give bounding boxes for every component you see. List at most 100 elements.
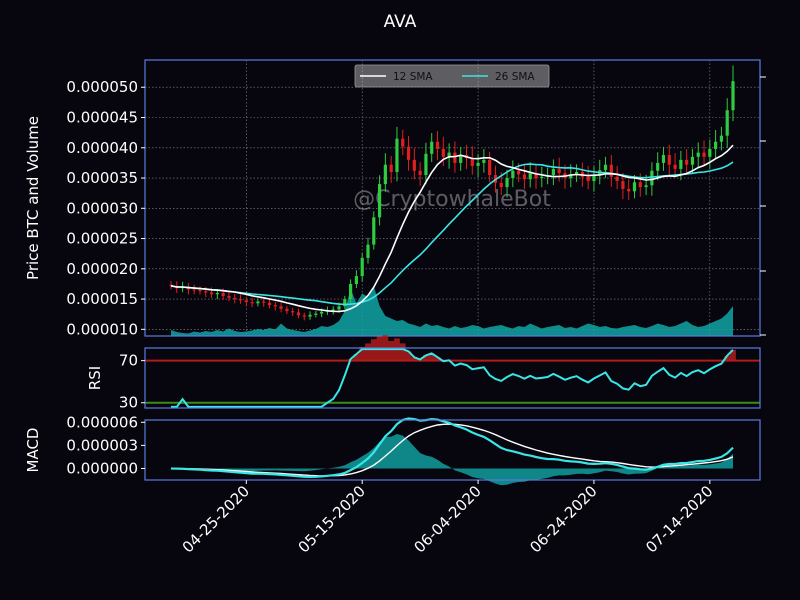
candle-body: [696, 152, 700, 157]
candle-body: [354, 276, 359, 284]
x-tick-label: 04-25-2020: [179, 482, 253, 556]
candle-body: [470, 158, 474, 166]
candle-body: [679, 159, 683, 169]
candle-body: [621, 181, 625, 189]
candle-body: [447, 152, 451, 157]
candle-body: [383, 164, 387, 185]
price-axis-label: Price BTC and Volume: [24, 116, 42, 280]
candle-body: [482, 159, 486, 163]
candle-body: [435, 141, 440, 149]
candle-body: [256, 301, 260, 304]
candle-body: [528, 173, 532, 180]
candle-body: [343, 299, 347, 307]
macd-line: [170, 417, 734, 479]
rsi-overbought-fill: [347, 335, 736, 361]
candle-body: [401, 138, 405, 147]
y-tick-label: 0.000015: [66, 290, 138, 308]
y-tick-label: 0.000040: [66, 139, 138, 157]
candle-body: [406, 146, 411, 160]
candle-body: [418, 170, 422, 175]
candle-body: [227, 296, 231, 298]
macd-panel-frame: [144, 419, 761, 481]
candle-body: [569, 174, 573, 179]
candle-body: [586, 176, 590, 182]
x-tick-label: 07-14-2020: [642, 482, 716, 556]
candle-body: [412, 159, 416, 171]
rsi-line: [171, 348, 734, 408]
candle-body: [731, 81, 735, 111]
y-tick-label: 0.000025: [66, 230, 138, 248]
candle-body: [632, 182, 637, 192]
candle-body: [690, 156, 695, 165]
candle-body: [534, 173, 538, 179]
candle-body: [424, 153, 428, 175]
candle-body: [430, 141, 434, 154]
candle-body: [488, 159, 492, 175]
candle-body: [366, 244, 370, 258]
macd-tick-label: 0.000006: [66, 413, 138, 431]
candle-body: [389, 164, 393, 172]
candle-body: [499, 182, 503, 188]
candle-body: [296, 312, 301, 316]
candle-body: [667, 155, 671, 165]
candle-body: [291, 311, 295, 313]
candle-body: [725, 110, 729, 136]
candle-body: [615, 176, 619, 182]
candle-body: [557, 168, 561, 174]
sma-26-line: [170, 161, 734, 306]
macd-histogram: [171, 434, 733, 486]
legend-label-sma26: 26 SMA: [495, 71, 535, 83]
candle-body: [262, 301, 266, 303]
candle-body: [233, 297, 237, 300]
candle-body: [685, 159, 689, 165]
candle-body: [459, 155, 463, 163]
candle-body: [714, 141, 718, 149]
macd-axis-label: MACD: [24, 428, 42, 473]
candle-body: [279, 306, 283, 309]
candle-body: [656, 162, 660, 171]
y-tick-label: 0.000050: [66, 78, 138, 96]
candle-body: [592, 175, 596, 182]
candle-body: [204, 291, 208, 293]
candle-body: [273, 305, 277, 307]
price-panel-frame: [144, 59, 761, 337]
candle-body: [551, 168, 555, 175]
candle-body: [476, 162, 480, 166]
y-tick-label: 0.000020: [66, 260, 138, 278]
candle-body: [522, 174, 527, 180]
rsi-panel-frame: [144, 347, 761, 409]
candle-body: [517, 170, 521, 175]
candle-body: [540, 176, 544, 179]
candle-body: [673, 164, 677, 169]
volume-area: [171, 286, 733, 336]
candle-body: [719, 135, 724, 142]
candle-body: [169, 284, 173, 286]
candle-body: [574, 171, 579, 175]
x-tick-label: 06-04-2020: [411, 482, 485, 556]
chart-title: AVA: [384, 12, 417, 32]
candle-body: [453, 152, 457, 163]
candle-body: [198, 290, 202, 292]
rsi-axis-label: RSI: [86, 366, 104, 390]
candle-body: [395, 138, 399, 172]
candle-body: [337, 306, 341, 310]
watermark: @CryptowhaleBot: [353, 187, 551, 212]
y-tick-label: 0.000035: [66, 169, 138, 187]
candle-body: [244, 300, 248, 303]
macd-tick-label: 0.000003: [66, 436, 138, 454]
candle-body: [377, 184, 382, 218]
candle-body: [314, 313, 318, 315]
candle-body: [627, 188, 631, 192]
candle-body: [192, 289, 196, 291]
candle-body: [638, 182, 642, 188]
legend-label-sma12: 12 SMA: [393, 71, 433, 83]
rsi-tick-label: 30: [119, 394, 138, 412]
candle-body: [302, 315, 306, 317]
candle-body: [331, 309, 335, 311]
x-tick-label: 05-15-2020: [295, 482, 369, 556]
y-tick-label: 0.000030: [66, 199, 138, 217]
candle-body: [702, 152, 706, 157]
candle-body: [238, 299, 243, 301]
sma-12-line: [170, 144, 734, 313]
